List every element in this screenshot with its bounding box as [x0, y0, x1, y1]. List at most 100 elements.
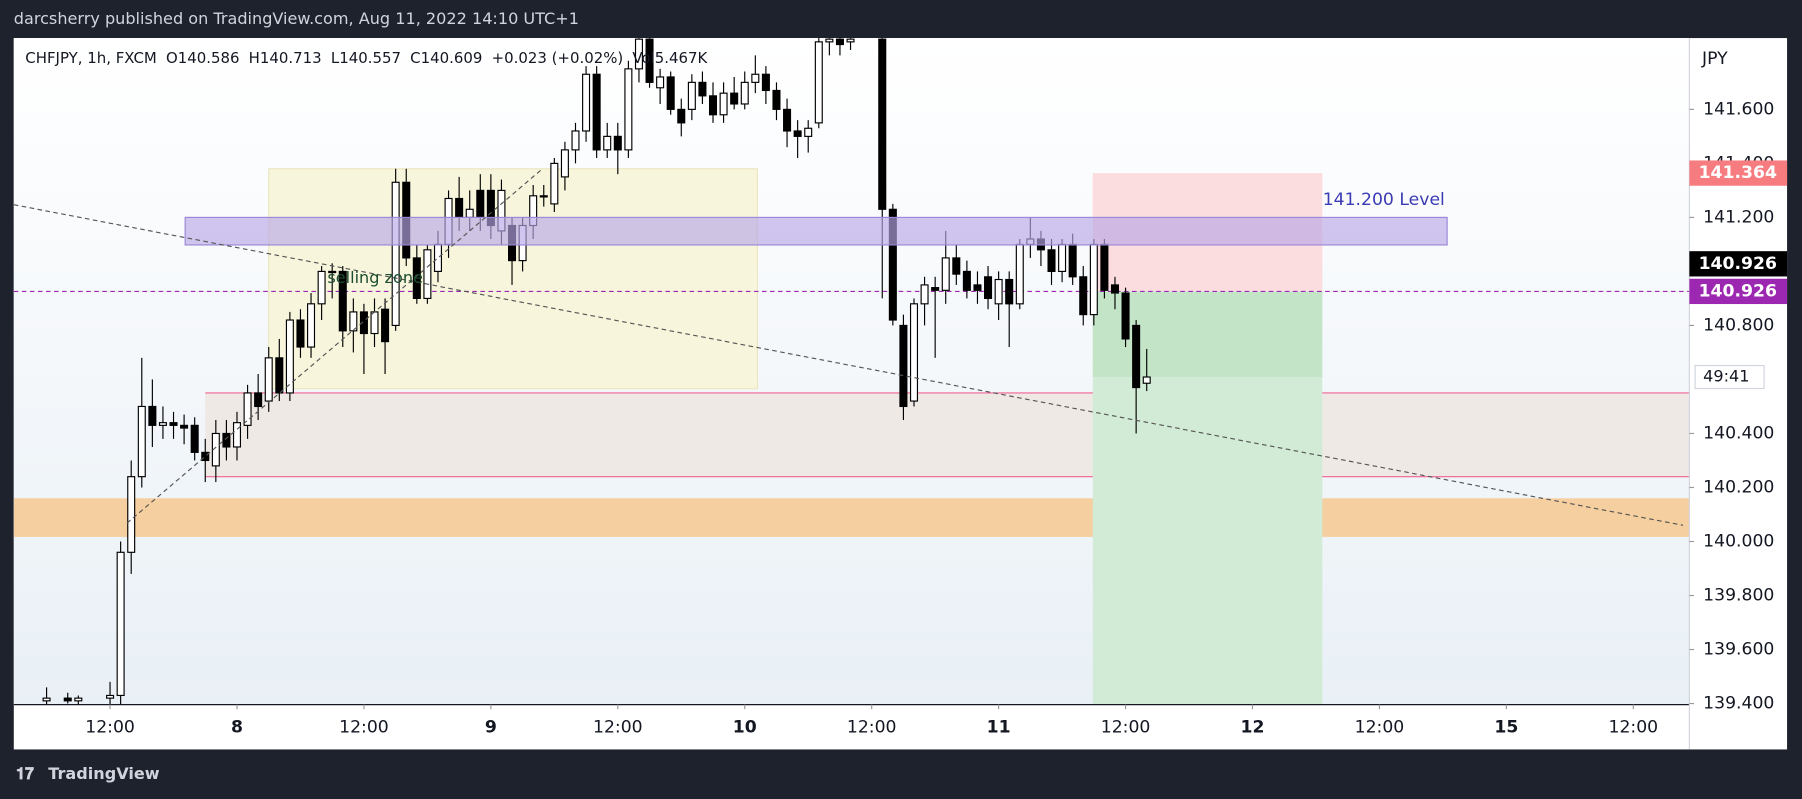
candle-body [381, 308, 390, 343]
candle-body [952, 257, 961, 275]
trend-line [13, 204, 1684, 526]
candle-body [687, 81, 696, 110]
candle-body [222, 432, 231, 448]
candle-body [264, 357, 273, 402]
candle-body [550, 162, 559, 205]
candle-body [116, 551, 125, 697]
x-tick-label: 12:00 [339, 718, 389, 738]
y-tick-label: 139.800 [1703, 586, 1774, 606]
candle-body [751, 73, 760, 83]
candle-body [1121, 292, 1130, 340]
candle-body [328, 270, 337, 274]
candle-body [275, 357, 284, 394]
candle-body [941, 257, 950, 291]
x-tick-label: 9 [485, 718, 497, 738]
level-label: 141.200 Level [1323, 190, 1445, 210]
support-zone [205, 392, 1690, 477]
legend: CHFJPY, 1h, FXCM O140.586 H140.713 L140.557… [25, 49, 708, 67]
candle-body [106, 694, 115, 699]
x-tick-label: 12:00 [1608, 718, 1658, 738]
candle-body [1079, 276, 1088, 316]
candle-body [1089, 243, 1098, 316]
legend-item: O140.586 [166, 49, 240, 67]
candle-body [1047, 249, 1056, 272]
candle-body [592, 73, 601, 151]
brand[interactable]: TradingView [48, 764, 160, 783]
candle-body [148, 405, 157, 426]
candle-body [1005, 278, 1014, 305]
candle-body [158, 422, 167, 426]
y-tick-label: 140.800 [1703, 315, 1774, 335]
candle-body [783, 108, 792, 132]
candle-body [920, 284, 929, 305]
candle-body [677, 108, 686, 124]
price-tag [1689, 160, 1788, 186]
candle-body [835, 38, 844, 46]
publisher: darcsherry published on TradingView.com,… [14, 9, 579, 28]
candle-body [909, 303, 919, 402]
price-tag [1689, 251, 1788, 277]
candle-body [1100, 243, 1109, 291]
candle-body [1142, 376, 1151, 384]
x-tick-label: 15 [1494, 718, 1518, 738]
candle-body [878, 38, 887, 210]
candle-body [433, 243, 442, 272]
countdown-tag [1694, 364, 1765, 390]
candle-body [730, 92, 739, 105]
selling-zone [268, 168, 759, 390]
candle-body [814, 41, 823, 124]
candle-body [962, 270, 971, 291]
candle-body [127, 476, 136, 553]
candle-body [412, 257, 421, 299]
y-axis-label: JPY [1701, 49, 1728, 69]
candle-body [708, 95, 718, 116]
candle-body [63, 697, 72, 702]
candle-body [931, 287, 940, 291]
candle-body [296, 319, 305, 348]
candle-body [307, 303, 316, 348]
candle-body [391, 181, 400, 327]
candle-body [624, 68, 633, 151]
legend-item: H140.713 [249, 49, 322, 67]
candle-body [666, 76, 675, 110]
candle-body [793, 130, 802, 137]
zone-label: selling zone [327, 268, 423, 287]
candle-body [285, 319, 294, 394]
candle-body [603, 135, 612, 151]
candle-body [190, 424, 199, 453]
x-tick-label: 12:00 [85, 718, 135, 738]
candle-body [338, 270, 347, 332]
x-tick-label: 12:00 [847, 718, 897, 738]
trend-line [126, 169, 541, 524]
candle-body [201, 451, 210, 462]
open-pnl-zone [1092, 291, 1323, 378]
y-tick-label: 139.400 [1703, 694, 1774, 714]
candle-body [740, 81, 749, 105]
candle-body [359, 311, 368, 335]
candle-body [772, 89, 781, 110]
candle-body [899, 324, 908, 408]
support-zone [13, 498, 1690, 537]
candle-body [423, 249, 432, 299]
candle-body [243, 392, 252, 426]
y-tick-label: 140.000 [1703, 531, 1774, 551]
legend-item: +0.023 (+0.02%) [492, 49, 624, 67]
candle-body [634, 38, 643, 70]
brand-logo: 𝟏𝟕 [16, 764, 34, 783]
candle-body [582, 73, 591, 132]
price-tag [1689, 278, 1788, 305]
x-tick-label: 12 [1241, 718, 1265, 738]
x-tick-label: 12:00 [1355, 718, 1405, 738]
candle-body [825, 38, 834, 43]
candle-body [1110, 284, 1120, 294]
legend-item: Vol5.467K [632, 49, 708, 67]
candle-body [1015, 243, 1024, 305]
candle-body [349, 311, 358, 332]
candle-body [719, 92, 728, 116]
candle-body [613, 135, 622, 151]
legend-item: C140.609 [410, 49, 482, 67]
x-tick-label: 12:00 [1101, 718, 1151, 738]
candle-body [761, 73, 770, 92]
candle-body [180, 424, 189, 429]
candle-body [317, 270, 326, 305]
